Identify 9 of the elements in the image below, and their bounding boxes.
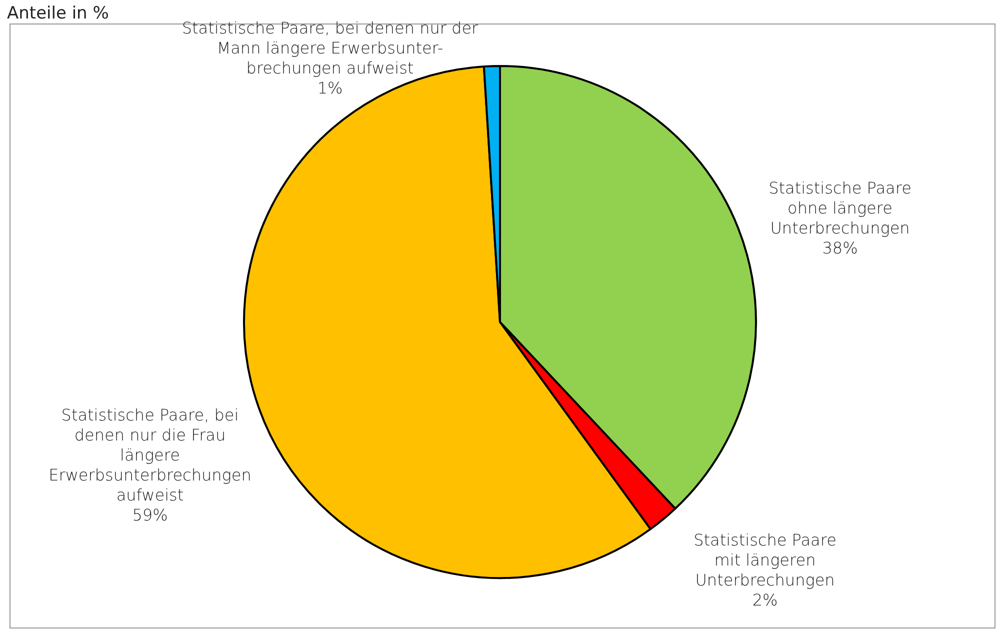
slice-label: Statistische Paare, bei denen nur die Frau längere Erwerbsunterbrechungen aufweist	[48, 406, 252, 504]
data-label: 2%	[752, 590, 778, 610]
data-label: 59%	[132, 506, 168, 524]
slice-label: Statistische Paare, bei denen nur der Mann längere Erwerbsunter- brechungen aufweist	[182, 18, 479, 78]
data-label: 1%	[317, 78, 343, 98]
data-label: 38%	[822, 238, 858, 258]
slice-label: Statistische Paare mit längeren Unterbrechungen	[694, 530, 836, 590]
slice-label: Statistische Paare ohne längere Unterbrechungen	[768, 178, 912, 238]
chart-title: Anteile in %	[7, 4, 109, 24]
